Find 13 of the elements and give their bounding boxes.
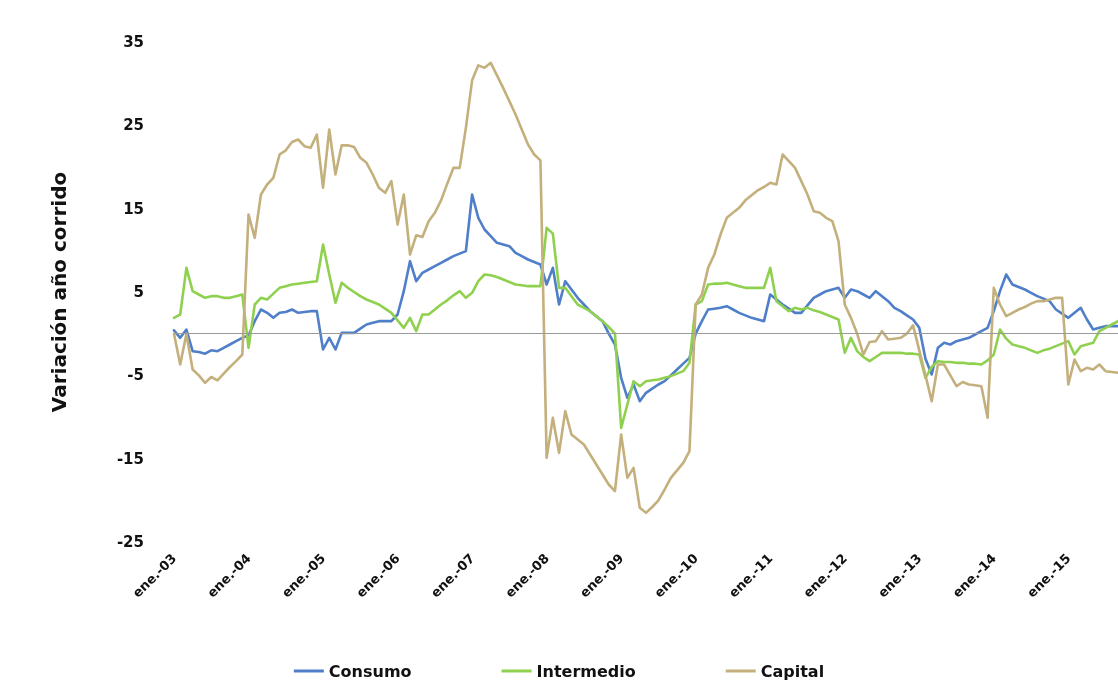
y-tick-label: 25: [123, 116, 144, 135]
legend-label: Intermedio: [536, 661, 636, 681]
y-axis-title: Variación año corrido: [47, 171, 71, 413]
y-tick-label: -25: [116, 533, 144, 551]
y-tick-label: -5: [127, 366, 144, 385]
y-tick-label: 35: [123, 33, 144, 51]
y-tick-label: -15: [116, 449, 144, 468]
y-tick-label: 5: [133, 283, 144, 301]
y-tick-label: 15: [123, 199, 144, 218]
legend-label: Capital: [760, 661, 825, 681]
legend-label: Consumo: [328, 661, 412, 681]
line-series: [172, 226, 1118, 430]
line-series: [172, 61, 1118, 515]
